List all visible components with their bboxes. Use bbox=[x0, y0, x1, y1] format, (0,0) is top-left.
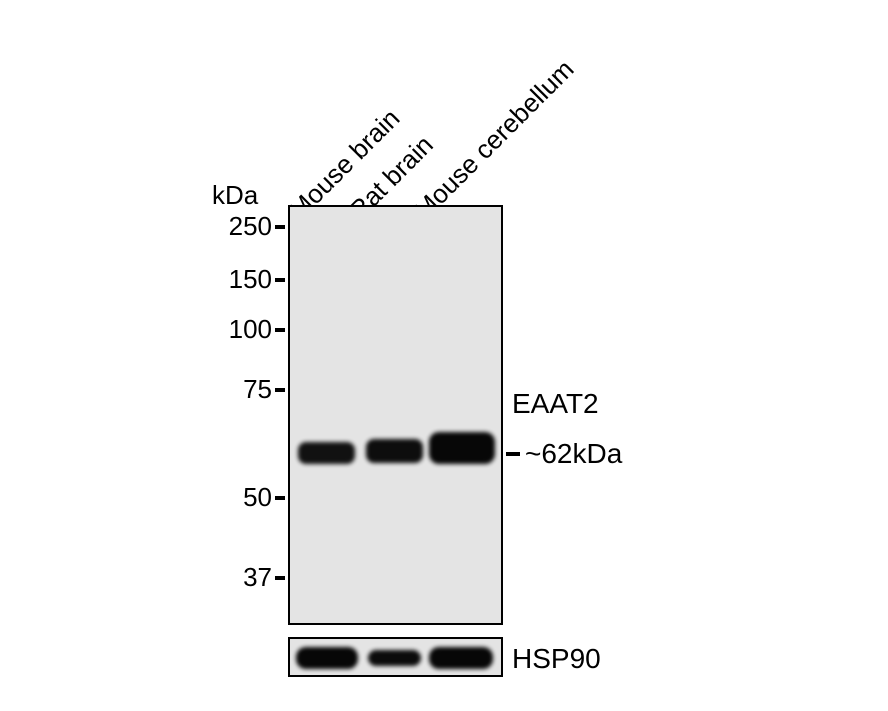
loading-band-2 bbox=[368, 650, 421, 666]
mw-marker-150: 150 bbox=[212, 264, 272, 295]
right-label-HSP90: HSP90 bbox=[512, 643, 601, 675]
loading-band-3 bbox=[429, 647, 492, 669]
mw-tick-150 bbox=[275, 278, 285, 282]
loading-band-1 bbox=[296, 647, 357, 669]
lane-1-mouse-brain-band bbox=[298, 442, 355, 464]
mw-tick-50 bbox=[275, 496, 285, 500]
main-blot bbox=[288, 205, 503, 625]
mw-marker-100: 100 bbox=[212, 314, 272, 345]
right-tick-1 bbox=[506, 452, 520, 456]
lane-label-3: Mouse cerebellum bbox=[408, 54, 580, 226]
mw-tick-100 bbox=[275, 328, 285, 332]
right-label-EAAT2: EAAT2 bbox=[512, 388, 599, 420]
mw-tick-75 bbox=[275, 388, 285, 392]
mw-marker-75: 75 bbox=[212, 374, 272, 405]
lane-3-mouse-cerebellum-band bbox=[429, 432, 494, 464]
right-label-62kDa: ~62kDa bbox=[525, 438, 622, 470]
mw-tick-250 bbox=[275, 225, 285, 229]
mw-marker-250: 250 bbox=[212, 211, 272, 242]
mw-marker-50: 50 bbox=[212, 482, 272, 513]
mw-marker-37: 37 bbox=[212, 562, 272, 593]
kda-header: kDa bbox=[212, 180, 258, 211]
mw-tick-37 bbox=[275, 576, 285, 580]
lane-2-rat-brain-band bbox=[366, 439, 423, 463]
loading-control-blot bbox=[288, 637, 503, 677]
